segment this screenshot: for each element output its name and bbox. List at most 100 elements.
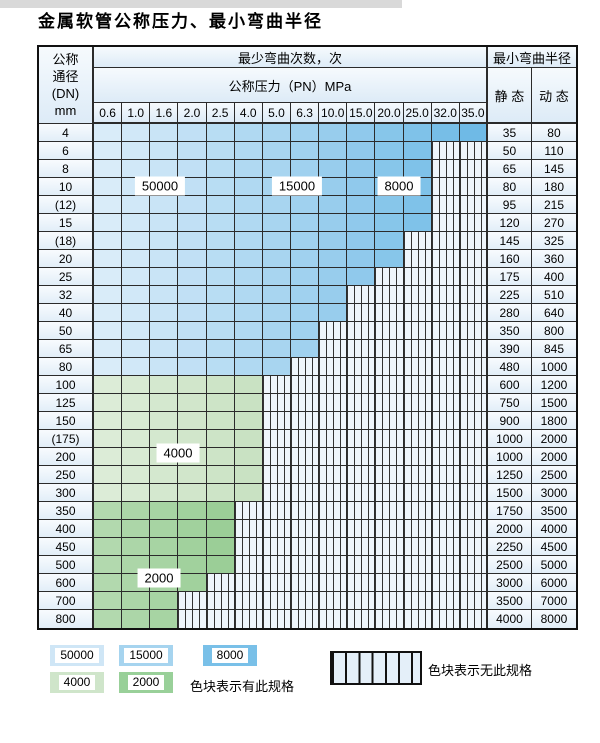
static-value-cell: 3500 — [487, 592, 532, 610]
spec-cell — [150, 538, 179, 556]
spec-cell — [150, 376, 179, 394]
spec-cell — [206, 196, 235, 214]
no-spec-cell — [403, 502, 432, 520]
spec-cell — [206, 214, 235, 232]
dynamic-value-cell: 5000 — [531, 556, 576, 574]
spec-cell — [150, 304, 179, 322]
spec-cell — [234, 376, 263, 394]
spec-cell — [290, 304, 320, 322]
no-spec-cell — [403, 430, 432, 448]
no-spec-cell — [403, 394, 432, 412]
spec-cell — [234, 412, 263, 430]
dn-cell: 50 — [39, 322, 94, 340]
no-spec-cell — [459, 250, 488, 268]
spec-cell — [262, 322, 291, 340]
spec-cell — [262, 142, 291, 160]
dn-cell: 15 — [39, 214, 94, 232]
spec-cell — [178, 178, 207, 196]
dynamic-value-cell: 845 — [531, 340, 576, 358]
spec-cell — [122, 412, 151, 430]
no-spec-cell — [403, 484, 432, 502]
spec-cell — [206, 394, 235, 412]
no-spec-cell — [347, 610, 376, 628]
spec-cell — [94, 160, 123, 178]
static-value-cell: 390 — [487, 340, 532, 358]
dynamic-value-cell: 215 — [531, 196, 576, 214]
spec-cell — [206, 160, 235, 178]
spec-cell — [178, 538, 207, 556]
zone-label-15000: 15000 — [271, 176, 323, 196]
spec-cell — [150, 232, 179, 250]
no-spec-cell — [431, 430, 460, 448]
no-spec-cell — [375, 520, 404, 538]
dn-cell: (175) — [39, 430, 94, 448]
spec-cell — [234, 358, 263, 376]
no-spec-cell — [459, 430, 488, 448]
spec-cell — [375, 232, 404, 250]
no-spec-cell — [319, 394, 348, 412]
spec-cell — [178, 376, 207, 394]
spec-cell — [122, 304, 151, 322]
static-value-cell: 95 — [487, 196, 532, 214]
dn-cell: 450 — [39, 538, 94, 556]
no-spec-cell — [347, 484, 376, 502]
dn-cell: 700 — [39, 592, 94, 610]
no-spec-cell — [431, 484, 460, 502]
no-spec-cell — [459, 556, 488, 574]
spec-cell — [122, 592, 151, 610]
static-value-cell: 3000 — [487, 574, 532, 592]
spec-cell — [290, 160, 320, 178]
spec-cell — [122, 196, 151, 214]
spec-cell — [178, 124, 207, 142]
no-spec-cell — [431, 376, 460, 394]
no-spec-cell — [347, 466, 376, 484]
dn-cell: 500 — [39, 556, 94, 574]
no-spec-cell — [459, 520, 488, 538]
spec-cell — [94, 196, 123, 214]
spec-cell — [403, 142, 432, 160]
dn-cell: 150 — [39, 412, 94, 430]
spec-cell — [459, 124, 488, 142]
spec-cell — [122, 160, 151, 178]
spec-cell — [206, 466, 235, 484]
spec-cell — [234, 178, 263, 196]
spec-cell — [150, 592, 179, 610]
no-spec-cell — [319, 322, 348, 340]
spec-cell — [150, 322, 179, 340]
no-spec-cell — [347, 592, 376, 610]
spec-cell — [94, 178, 123, 196]
page-title: 金属软管公称压力、最小弯曲半径 — [38, 12, 323, 32]
no-spec-cell — [206, 592, 235, 610]
no-spec-cell — [459, 322, 488, 340]
spec-cell — [290, 142, 320, 160]
spec-cell — [178, 520, 207, 538]
no-spec-cell — [319, 376, 348, 394]
no-spec-cell — [403, 466, 432, 484]
spec-cell — [262, 232, 291, 250]
no-spec-cell — [290, 574, 320, 592]
spec-cell — [290, 250, 320, 268]
no-spec-cell — [403, 268, 432, 286]
spec-cell — [150, 610, 179, 628]
dn-cell: 8 — [39, 160, 94, 178]
zone-label-4000: 4000 — [156, 443, 200, 463]
static-value-cell: 225 — [487, 286, 532, 304]
no-spec-cell — [431, 178, 460, 196]
spec-cell — [94, 268, 123, 286]
spec-cell — [262, 124, 291, 142]
no-spec-cell — [262, 574, 291, 592]
no-spec-cell — [459, 376, 488, 394]
static-value-cell: 35 — [487, 124, 532, 142]
no-spec-cell — [347, 394, 376, 412]
no-spec-cell — [459, 412, 488, 430]
static-value-cell: 2500 — [487, 556, 532, 574]
spec-cell — [347, 160, 376, 178]
no-spec-cell — [403, 556, 432, 574]
spec-cell — [178, 250, 207, 268]
spec-cell — [347, 214, 376, 232]
dynamic-value-cell: 360 — [531, 250, 576, 268]
no-spec-cell — [290, 394, 320, 412]
no-spec-cell — [459, 178, 488, 196]
dynamic-value-cell: 110 — [531, 142, 576, 160]
no-spec-cell — [347, 322, 376, 340]
